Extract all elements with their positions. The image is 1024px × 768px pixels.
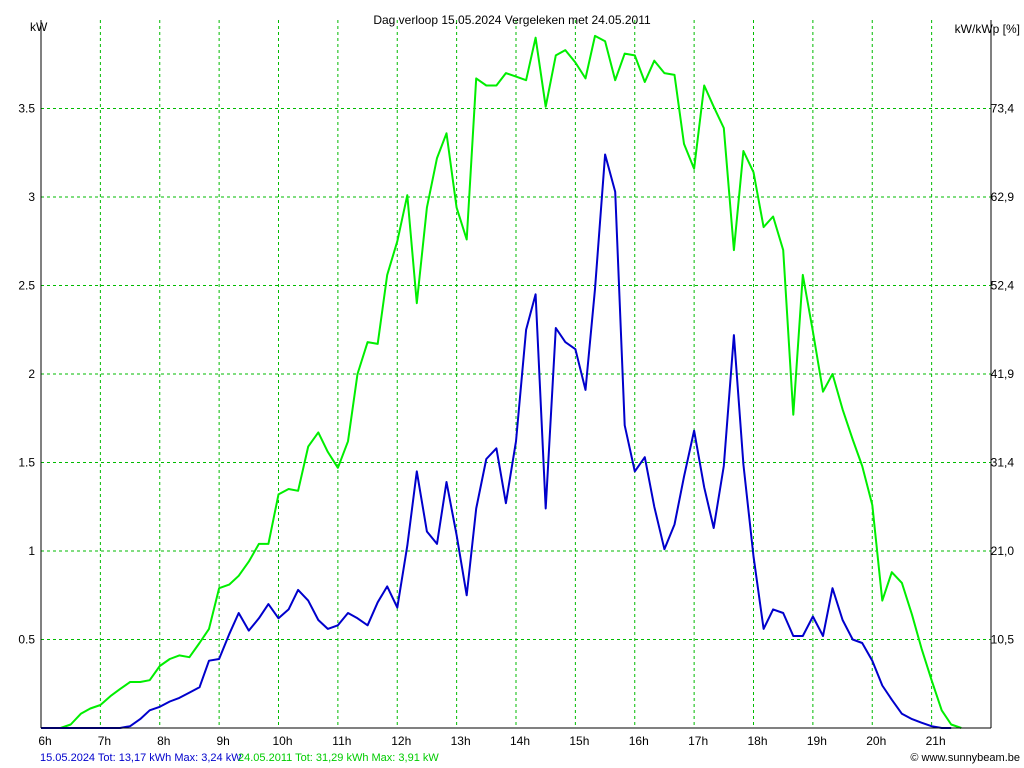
y-tick-label-right: 41,9 xyxy=(991,367,1015,381)
x-tick-label: 19h xyxy=(807,734,827,748)
y-axis-left-label: kW xyxy=(30,20,48,34)
series-layer xyxy=(41,34,962,729)
x-tick-label: 6h xyxy=(38,734,51,748)
x-tick-label: 7h xyxy=(98,734,111,748)
y-tick-label-right: 73,4 xyxy=(991,102,1015,116)
y-tick-label-left: 1.5 xyxy=(18,456,35,470)
x-tick-label: 17h xyxy=(688,734,708,748)
credit-text: © www.sunnybeam.be xyxy=(910,752,1020,764)
y-tick-label-right: 62,9 xyxy=(991,190,1015,204)
x-tick-label: 9h xyxy=(216,734,229,748)
series-line-24-05-2011 xyxy=(41,34,962,729)
y-tick-label-left: 0.5 xyxy=(18,633,35,647)
y-tick-label-right: 10,5 xyxy=(991,633,1015,647)
legend-item-2011: 24.05.2011 Tot: 31,29 kWh Max: 3,91 kW xyxy=(238,752,439,764)
x-tick-label: 11h xyxy=(332,734,351,748)
x-tick-label: 20h xyxy=(866,734,886,748)
y-tick-label-left: 2 xyxy=(28,367,35,381)
x-tick-label: 18h xyxy=(747,734,767,748)
y-tick-label-right: 21,0 xyxy=(991,544,1015,558)
x-tick-label: 10h xyxy=(272,734,292,748)
x-tick-label: 14h xyxy=(510,734,530,748)
y-tick-label-left: 3 xyxy=(28,190,35,204)
x-tick-label: 12h xyxy=(391,734,411,748)
grid-lines xyxy=(41,20,991,728)
y-tick-label-left: 1 xyxy=(28,544,35,558)
y-tick-label-right: 31,4 xyxy=(991,456,1015,470)
x-tick-label: 15h xyxy=(569,734,589,748)
x-tick-label: 21h xyxy=(926,734,946,748)
legend-item-2024: 15.05.2024 Tot: 13,17 kWh Max: 3,24 kW xyxy=(40,752,242,764)
series-line-15-05-2024 xyxy=(41,153,952,729)
x-tick-label: 8h xyxy=(157,734,170,748)
tick-labels: 6h 7h 8h 9h 10h 11h 12h 13h 14h 15h 16h 17h 18h 19h 20… xyxy=(18,102,1014,749)
y-tick-label-left: 3.5 xyxy=(18,102,35,116)
y-tick-label-right: 52,4 xyxy=(991,279,1015,293)
x-tick-label: 16h xyxy=(629,734,649,748)
chart-title: Dag verloop 15.05.2024 Vergeleken met 24… xyxy=(373,13,651,27)
x-tick-label: 13h xyxy=(451,734,471,748)
y-tick-label-left: 2.5 xyxy=(18,279,35,293)
axes xyxy=(40,20,992,729)
y-axis-right-label: kW/kWp [%] xyxy=(955,22,1020,36)
